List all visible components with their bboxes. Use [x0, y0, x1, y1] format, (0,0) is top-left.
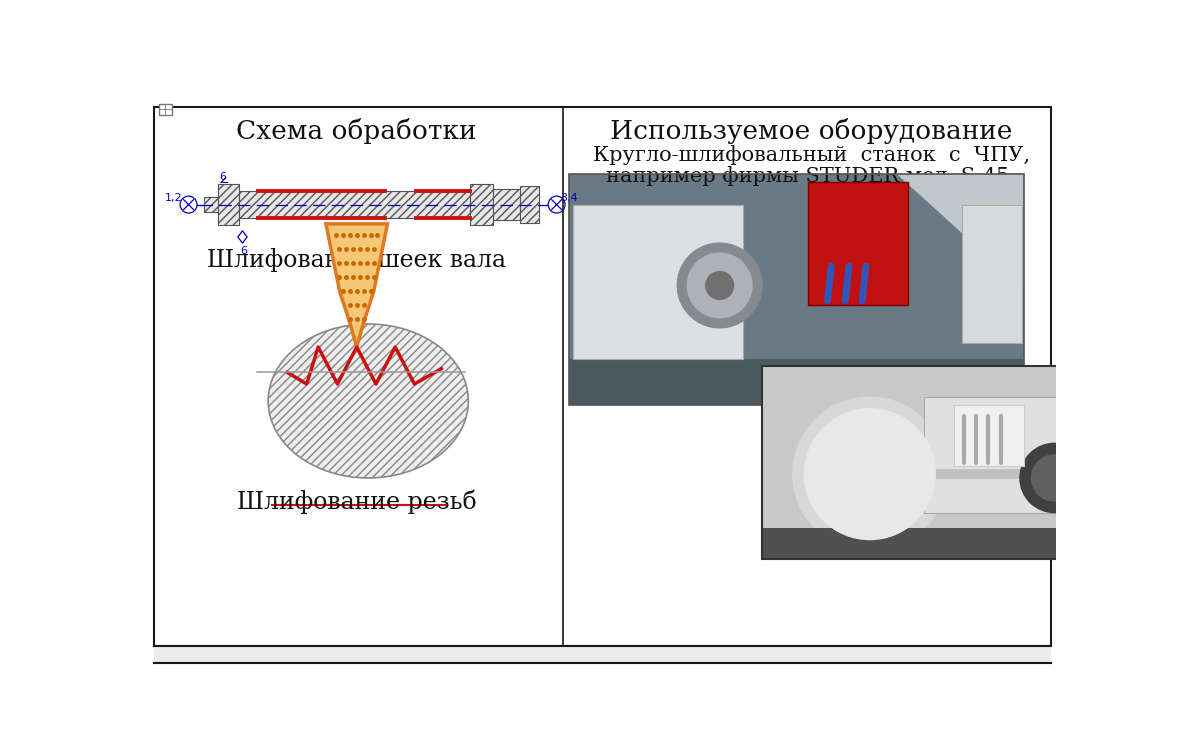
- Polygon shape: [897, 174, 1024, 289]
- Bar: [570, 359, 1024, 404]
- Bar: [573, 204, 743, 359]
- Bar: [159, 104, 172, 115]
- Ellipse shape: [268, 324, 468, 478]
- Circle shape: [677, 243, 762, 328]
- Circle shape: [1031, 455, 1078, 501]
- Bar: [955, 404, 1024, 467]
- Bar: [809, 181, 909, 305]
- Bar: [204, 197, 218, 212]
- Polygon shape: [326, 224, 387, 347]
- Bar: [470, 184, 493, 225]
- Bar: [154, 646, 1051, 663]
- Bar: [762, 366, 1085, 559]
- Bar: [570, 174, 1024, 404]
- Bar: [493, 189, 520, 220]
- Bar: [924, 397, 1078, 512]
- Text: например фирмы STUDER мод. S-45.: например фирмы STUDER мод. S-45.: [606, 166, 1016, 186]
- Text: Используемое оборудование: Используемое оборудование: [610, 118, 1012, 144]
- Circle shape: [687, 253, 752, 318]
- Text: Кругло-шлифовальный  станок  с  ЧПУ,: Кругло-шлифовальный станок с ЧПУ,: [592, 145, 1030, 165]
- Circle shape: [793, 397, 946, 551]
- Text: Шлифование резьб: Шлифование резьб: [237, 490, 477, 514]
- Text: 6: 6: [240, 246, 247, 256]
- Bar: [239, 191, 470, 219]
- Bar: [762, 528, 1085, 559]
- Text: 1,2: 1,2: [165, 193, 182, 204]
- Text: Схема обработки: Схема обработки: [237, 118, 477, 144]
- Bar: [570, 174, 1024, 404]
- Circle shape: [1020, 443, 1089, 512]
- Text: 3,4: 3,4: [560, 193, 578, 204]
- Circle shape: [804, 409, 936, 539]
- Text: 6: 6: [220, 172, 227, 181]
- Bar: [520, 187, 539, 223]
- Bar: [962, 204, 1023, 343]
- Circle shape: [706, 272, 733, 300]
- Text: Шлифование шеек вала: Шлифование шеек вала: [207, 249, 506, 273]
- Bar: [762, 366, 1085, 559]
- Bar: [218, 184, 239, 225]
